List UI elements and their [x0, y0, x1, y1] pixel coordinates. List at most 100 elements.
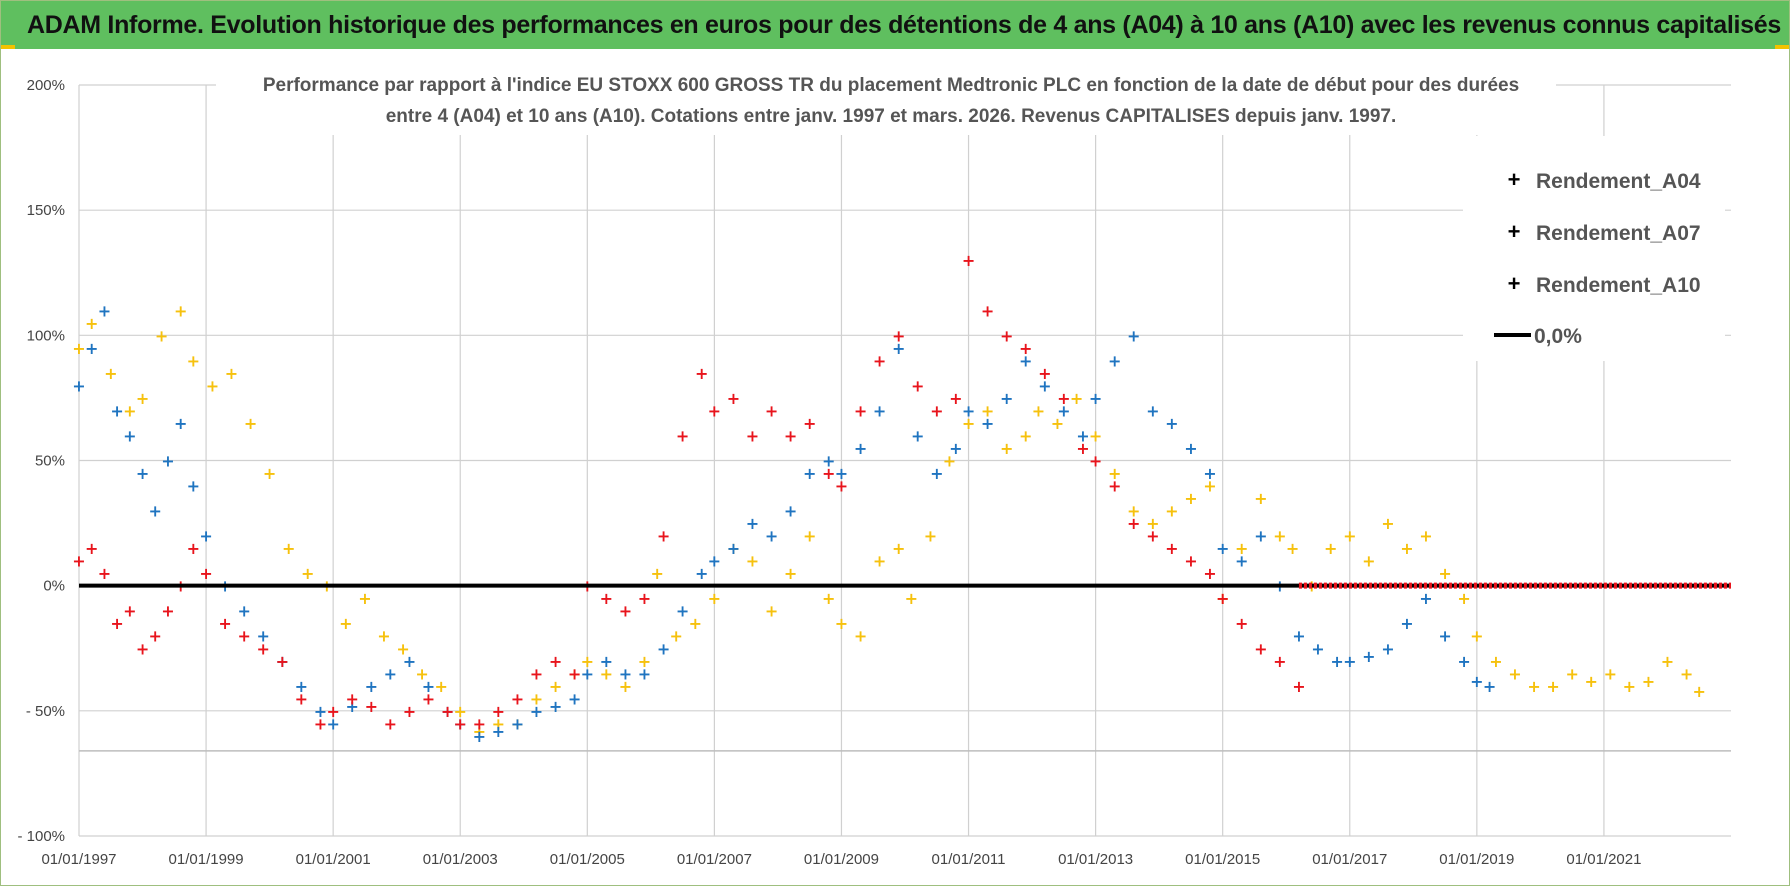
- data-point: +: [1273, 652, 1286, 671]
- data-point: +: [511, 689, 524, 708]
- data-point: +: [237, 627, 250, 646]
- data-point: +: [384, 714, 397, 733]
- data-point: +: [727, 389, 740, 408]
- data-point: +: [199, 527, 212, 546]
- data-point: +: [854, 627, 867, 646]
- data-point: +: [1470, 672, 1483, 691]
- data-point: +: [765, 602, 778, 621]
- data-point: +: [1508, 664, 1521, 683]
- data-point: +: [136, 639, 149, 658]
- data-point: +: [1438, 564, 1451, 583]
- data-point: +: [784, 502, 797, 521]
- data-point: +: [803, 414, 816, 433]
- data-point: +: [123, 602, 136, 621]
- data-point: +: [206, 376, 219, 395]
- data-point: +: [1419, 589, 1432, 608]
- data-point: +: [110, 614, 123, 633]
- x-tick-label: 01/01/1997: [41, 851, 116, 868]
- data-point: +: [892, 326, 905, 345]
- data-point: +: [295, 677, 308, 696]
- data-point: +: [492, 702, 505, 721]
- data-point: +: [1286, 539, 1299, 558]
- legend-marker-a07: +: [1508, 219, 1521, 244]
- data-point: +: [803, 464, 816, 483]
- data-point: +: [295, 689, 308, 708]
- data-point: +: [123, 426, 136, 445]
- data-point: +: [1254, 527, 1267, 546]
- data-point: +: [384, 664, 397, 683]
- data-point: +: [1000, 326, 1013, 345]
- data-point: +: [1127, 502, 1140, 521]
- series-rendement-a10: ++++++++++++++++++ ++++++ ++++++++++++++++…: [72, 251, 1305, 733]
- data-point: +: [441, 702, 454, 721]
- data-point: +: [441, 702, 454, 721]
- data-point: +: [835, 477, 848, 496]
- data-point: +: [244, 414, 257, 433]
- data-point: +: [1292, 677, 1305, 696]
- data-point: +: [746, 426, 759, 445]
- legend-marker-a04: +: [1508, 167, 1521, 192]
- data-point: +: [1203, 477, 1216, 496]
- series-layer: ++++++++++++++++++++++ + +++++++++++++++++…: [72, 251, 1731, 746]
- data-point: +: [981, 401, 994, 420]
- data-point: +: [1661, 652, 1674, 671]
- data-point: +: [104, 364, 117, 383]
- data-point: +: [638, 589, 651, 608]
- data-point: +: [1057, 389, 1070, 408]
- data-point: +: [1565, 664, 1578, 683]
- data-point: +: [454, 702, 467, 721]
- data-point: +: [1089, 426, 1102, 445]
- data-point: +: [1203, 564, 1216, 583]
- data-point: +: [187, 351, 200, 370]
- data-point: +: [1038, 364, 1051, 383]
- data-point: +: [1235, 552, 1248, 571]
- data-point: +: [161, 602, 174, 621]
- data-point: +: [1019, 351, 1032, 370]
- data-point: +: [1585, 672, 1598, 691]
- data-point: +: [1032, 401, 1045, 420]
- data-point: +: [511, 714, 524, 733]
- data-point: +: [123, 401, 136, 420]
- data-point: +: [403, 702, 416, 721]
- data-point: +: [1146, 514, 1159, 533]
- data-point: +: [1019, 426, 1032, 445]
- data-point: +: [136, 389, 149, 408]
- data-point: +: [1057, 401, 1070, 420]
- data-point: +: [943, 452, 956, 471]
- data-point: +: [638, 664, 651, 683]
- x-tick-label: 01/01/2013: [1058, 851, 1133, 868]
- data-point: +: [962, 251, 975, 270]
- data-point: +: [568, 664, 581, 683]
- data-point: +: [110, 401, 123, 420]
- data-point: +: [1184, 439, 1197, 458]
- data-point: +: [619, 677, 632, 696]
- data-point: +: [237, 602, 250, 621]
- data-point: +: [822, 589, 835, 608]
- data-point: +: [434, 677, 447, 696]
- data-point: +: [981, 301, 994, 320]
- data-point: +: [98, 301, 111, 320]
- data-point: +: [1273, 527, 1286, 546]
- data-point: +: [1089, 452, 1102, 471]
- legend-marker-a10: +: [1508, 271, 1521, 296]
- data-point: +: [568, 664, 581, 683]
- data-point: +: [892, 339, 905, 358]
- data-point: +: [1184, 552, 1197, 571]
- data-point: +: [981, 414, 994, 433]
- data-point: +: [1184, 489, 1197, 508]
- data-point: +: [346, 697, 359, 716]
- data-point: +: [1489, 652, 1502, 671]
- data-point: +: [1127, 514, 1140, 533]
- data-point: +: [199, 564, 212, 583]
- data-point: +: [835, 464, 848, 483]
- data-point: +: [746, 514, 759, 533]
- data-point: +: [1546, 677, 1559, 696]
- data-point: +: [1127, 326, 1140, 345]
- x-tick-label: 01/01/2015: [1185, 851, 1260, 868]
- data-point: +: [930, 401, 943, 420]
- data-point: +: [422, 677, 435, 696]
- data-point: +: [1165, 539, 1178, 558]
- data-point: +: [1235, 614, 1248, 633]
- data-point: +: [765, 527, 778, 546]
- data-point: +: [746, 552, 759, 571]
